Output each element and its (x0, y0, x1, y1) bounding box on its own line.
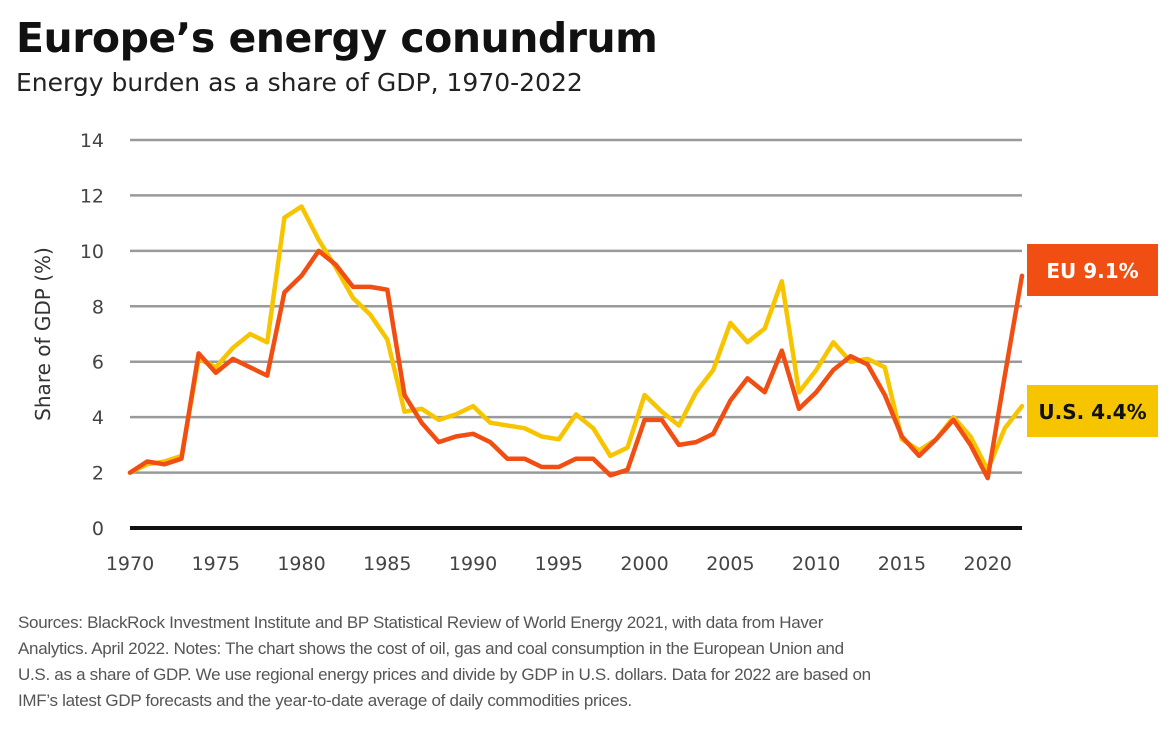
end-label-eu: EU 9.1% (1027, 244, 1158, 296)
chart-title: Europe’s energy conundrum (16, 14, 658, 62)
series-line-eu (127, 248, 1025, 481)
x-axis-ticks: 1970 1975 1980 1985 1990 1995 2000 2005 2010 2015… (106, 553, 1012, 575)
label-text: EU 9.1% (1046, 259, 1138, 283)
end-label-us: U.S. 4.4% (1027, 385, 1158, 437)
series-lines (127, 204, 1025, 481)
source-notes: Sources: BlackRock Investment Institute … (18, 610, 1158, 714)
x-tick-label: 1970 (106, 553, 154, 575)
end-labels: EU 9.1% U.S. 4.4% (1027, 244, 1158, 437)
y-axis-ticks: 0 2 4 6 8 10 12 14 (80, 130, 104, 540)
grid-lines (130, 138, 1022, 530)
x-tick-label: 1990 (449, 553, 497, 575)
x-tick-label: 2005 (706, 553, 754, 575)
y-tick-label: 4 (92, 407, 104, 429)
notes-line: IMF’s latest GDP forecasts and the year-… (18, 691, 632, 710)
x-tick-label: 2010 (792, 553, 840, 575)
y-axis-label: Share of GDP (%) (31, 247, 55, 421)
y-tick-label: 8 (92, 296, 104, 318)
x-tick-label: 1980 (277, 553, 325, 575)
series-line-us (127, 204, 1025, 475)
label-box (1027, 244, 1158, 296)
label-box (1027, 385, 1158, 437)
x-tick-label: 1975 (192, 553, 240, 575)
y-tick-label: 6 (92, 352, 104, 374)
notes-line: U.S. as a share of GDP. We use regional … (18, 665, 871, 684)
y-tick-label: 12 (80, 185, 104, 207)
y-tick-label: 10 (80, 241, 104, 263)
label-text: U.S. 4.4% (1038, 400, 1146, 424)
y-tick-label: 0 (92, 518, 104, 540)
y-tick-label: 2 (92, 463, 104, 485)
y-tick-label: 14 (80, 130, 104, 152)
x-tick-label: 2015 (878, 553, 926, 575)
x-tick-label: 2000 (620, 553, 668, 575)
chart-subtitle: Energy burden as a share of GDP, 1970-20… (16, 68, 583, 97)
notes-line: Sources: BlackRock Investment Institute … (18, 613, 824, 632)
x-tick-label: 2020 (964, 553, 1012, 575)
line-chart: 0 2 4 6 8 10 12 14 1970 1975 1980 1985 1990 1995 2000… (31, 130, 1158, 575)
x-tick-label: 1985 (363, 553, 411, 575)
x-tick-label: 1995 (535, 553, 583, 575)
notes-line: Analytics. April 2022. Notes: The chart … (18, 639, 844, 658)
